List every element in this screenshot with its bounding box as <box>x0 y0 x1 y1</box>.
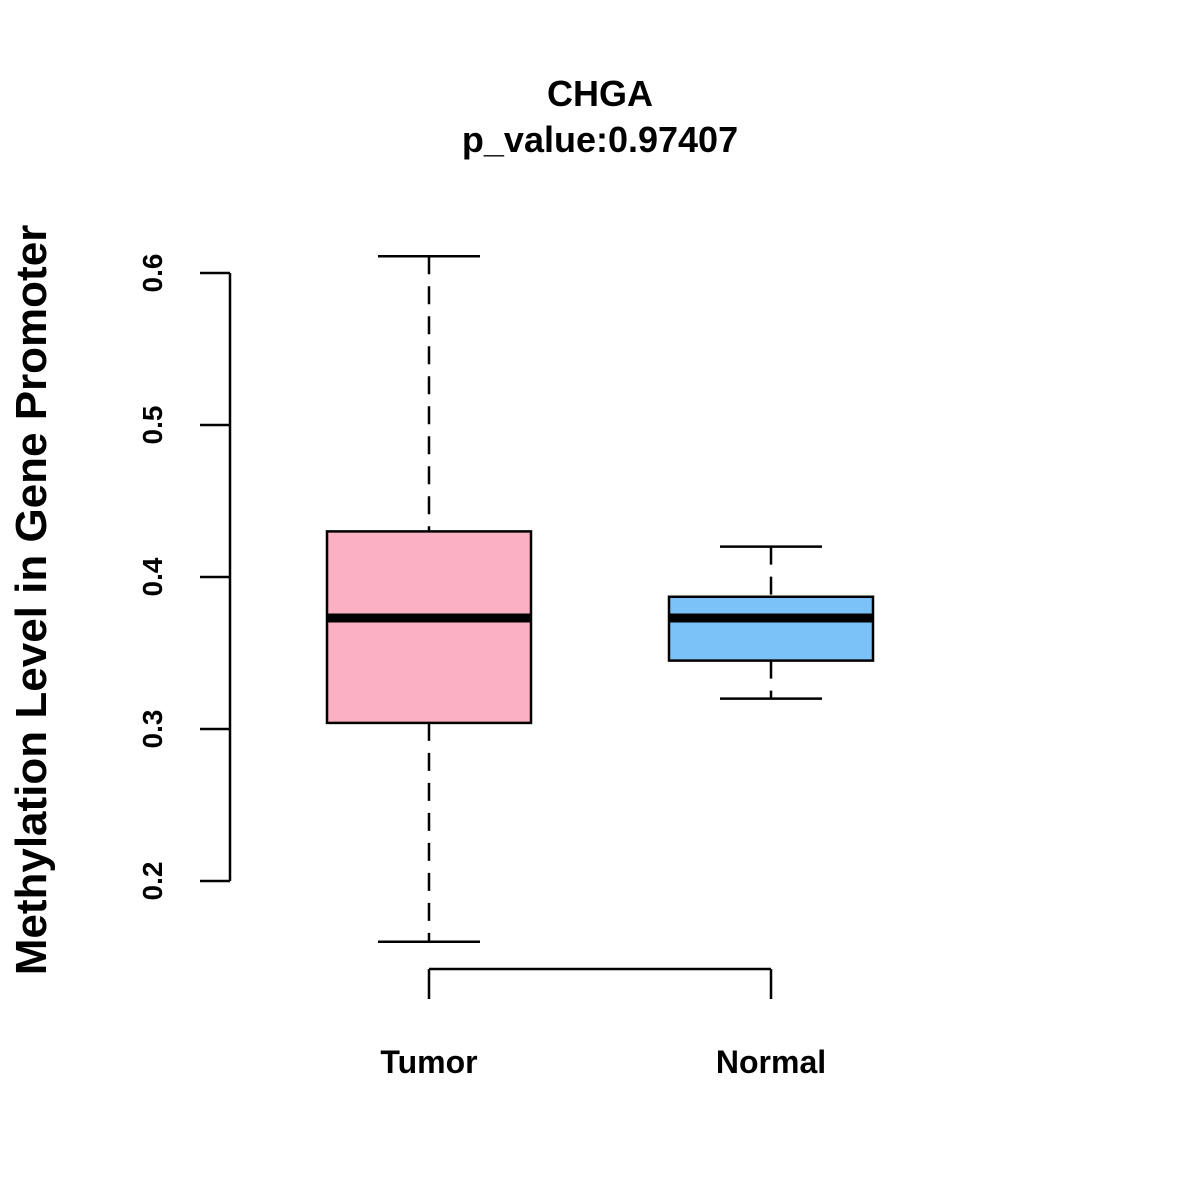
y-tick-label: 0.3 <box>137 710 168 749</box>
y-tick-label: 0.4 <box>137 557 168 596</box>
box-tumor <box>325 255 533 944</box>
y-tick-label: 0.5 <box>137 406 168 445</box>
chart-subtitle: p_value:0.97407 <box>462 119 738 160</box>
iqr-box <box>325 530 533 725</box>
y-tick-label: 0.2 <box>137 862 168 901</box>
iqr-box <box>667 595 875 662</box>
box-normal <box>667 545 875 700</box>
y-axis-label: Methylation Level in Gene Promoter <box>7 225 56 976</box>
y-axis: 0.2 0.3 0.4 0.5 0.6 <box>137 254 232 901</box>
chart-title: CHGA <box>547 73 653 114</box>
x-tick-label-normal: Normal <box>716 1044 826 1080</box>
x-axis: Tumor Normal <box>380 967 826 1080</box>
y-tick-label: 0.6 <box>137 254 168 293</box>
boxes <box>325 255 875 944</box>
x-tick-label-tumor: Tumor <box>380 1044 477 1080</box>
